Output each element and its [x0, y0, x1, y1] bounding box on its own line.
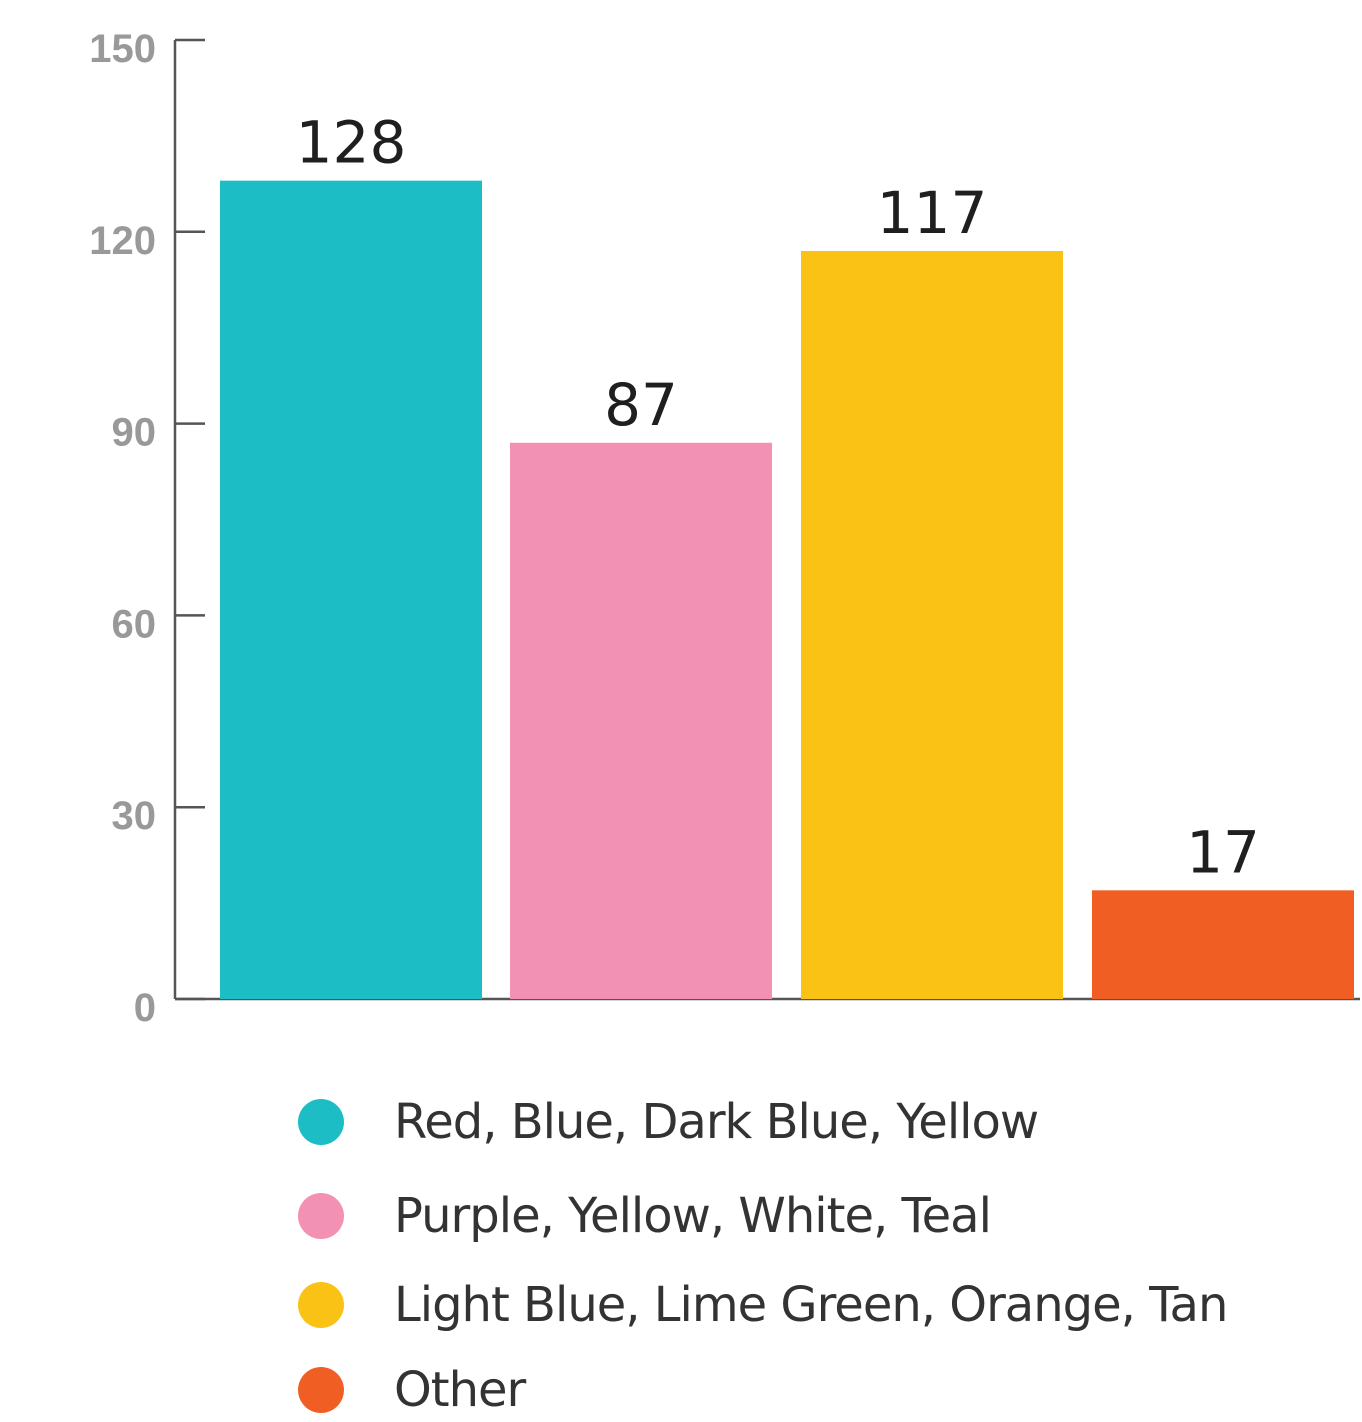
legend-item: Light Blue, Lime Green, Orange, Tan — [298, 1273, 1228, 1337]
y-tick-label: 90 — [112, 411, 157, 455]
legend-label: Other — [394, 1362, 526, 1418]
legend-item: Other — [298, 1358, 526, 1422]
bar-value-label: 117 — [877, 179, 988, 247]
bar — [220, 180, 482, 1000]
legend-swatch — [298, 1282, 344, 1328]
y-tick-label: 30 — [112, 794, 157, 838]
legend-label: Purple, Yellow, White, Teal — [394, 1188, 992, 1244]
bar — [1092, 890, 1354, 999]
y-tick-label: 0 — [134, 986, 156, 1030]
y-tick-label: 120 — [89, 219, 156, 263]
bar-chart: 0 30 60 90 120 150 128 87 117 17 — [89, 27, 1360, 1030]
legend-item: Purple, Yellow, White, Teal — [298, 1184, 992, 1248]
bar-value-label: 87 — [604, 371, 678, 439]
legend-swatch — [298, 1193, 344, 1239]
bar — [801, 250, 1063, 1000]
legend-label: Red, Blue, Dark Blue, Yellow — [394, 1094, 1039, 1150]
y-tick-label: 60 — [112, 602, 157, 646]
value-labels: 128 87 117 17 — [296, 109, 1260, 887]
legend-item: Red, Blue, Dark Blue, Yellow — [298, 1090, 1039, 1154]
bar — [510, 442, 772, 999]
bar-value-label: 17 — [1186, 818, 1260, 886]
bars — [220, 180, 1354, 1000]
legend-label: Light Blue, Lime Green, Orange, Tan — [394, 1277, 1228, 1333]
bar-value-label: 128 — [296, 109, 407, 177]
legend-swatch — [298, 1367, 344, 1413]
y-tick-label: 150 — [89, 27, 156, 71]
legend-swatch — [298, 1099, 344, 1145]
